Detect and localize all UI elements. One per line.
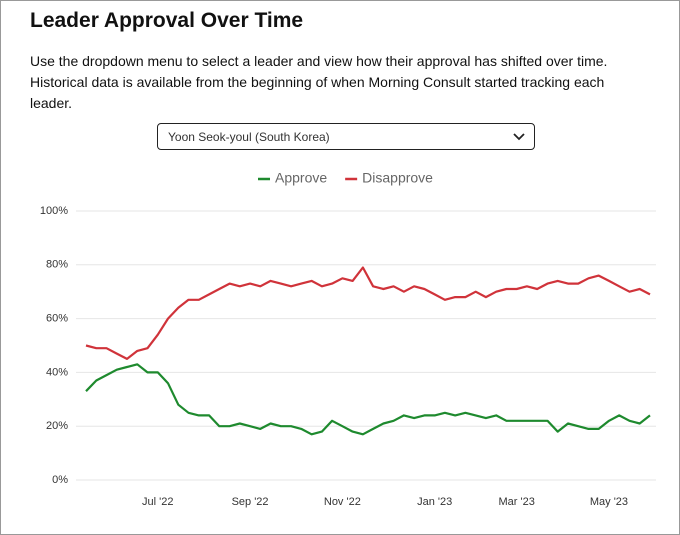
- line: [85, 266, 651, 360]
- page-title: Leader Approval Over Time: [30, 9, 304, 32]
- x-tick-label: May '23: [590, 496, 628, 508]
- description: Historical data is available from the be…: [30, 74, 605, 90]
- chevron: [513, 133, 525, 141]
- y-tick-label: 40%: [46, 366, 68, 378]
- y-tick-label: 0%: [52, 474, 68, 486]
- x-tick-label: Nov '22: [324, 496, 361, 508]
- chart: 0% 20% 40% 60% 80% 100% Jul '22 Sep '22 Nov '22 J…: [40, 170, 656, 508]
- x-tick-label: Mar '23: [499, 496, 535, 508]
- legend-label: Approve: [275, 170, 327, 186]
- x-tick-label: Jan '23: [417, 496, 452, 508]
- x-tick-label: Sep '22: [232, 496, 269, 508]
- legend-label: Disapprove: [362, 170, 433, 186]
- dropdown[interactable]: Yoon Seok-youl (South Korea): [157, 123, 535, 150]
- y-tick-label: 80%: [46, 259, 68, 271]
- description: Use the dropdown menu to select a leader…: [30, 53, 608, 69]
- y-tick-label: 60%: [46, 313, 68, 325]
- y-tick-label: 100%: [40, 205, 68, 217]
- dropdown-value: Yoon Seok-youl (South Korea): [168, 130, 330, 144]
- x-tick-label: Jul '22: [142, 496, 173, 508]
- y-tick-label: 20%: [46, 420, 68, 432]
- description: leader.: [30, 95, 73, 111]
- line: [85, 363, 651, 436]
